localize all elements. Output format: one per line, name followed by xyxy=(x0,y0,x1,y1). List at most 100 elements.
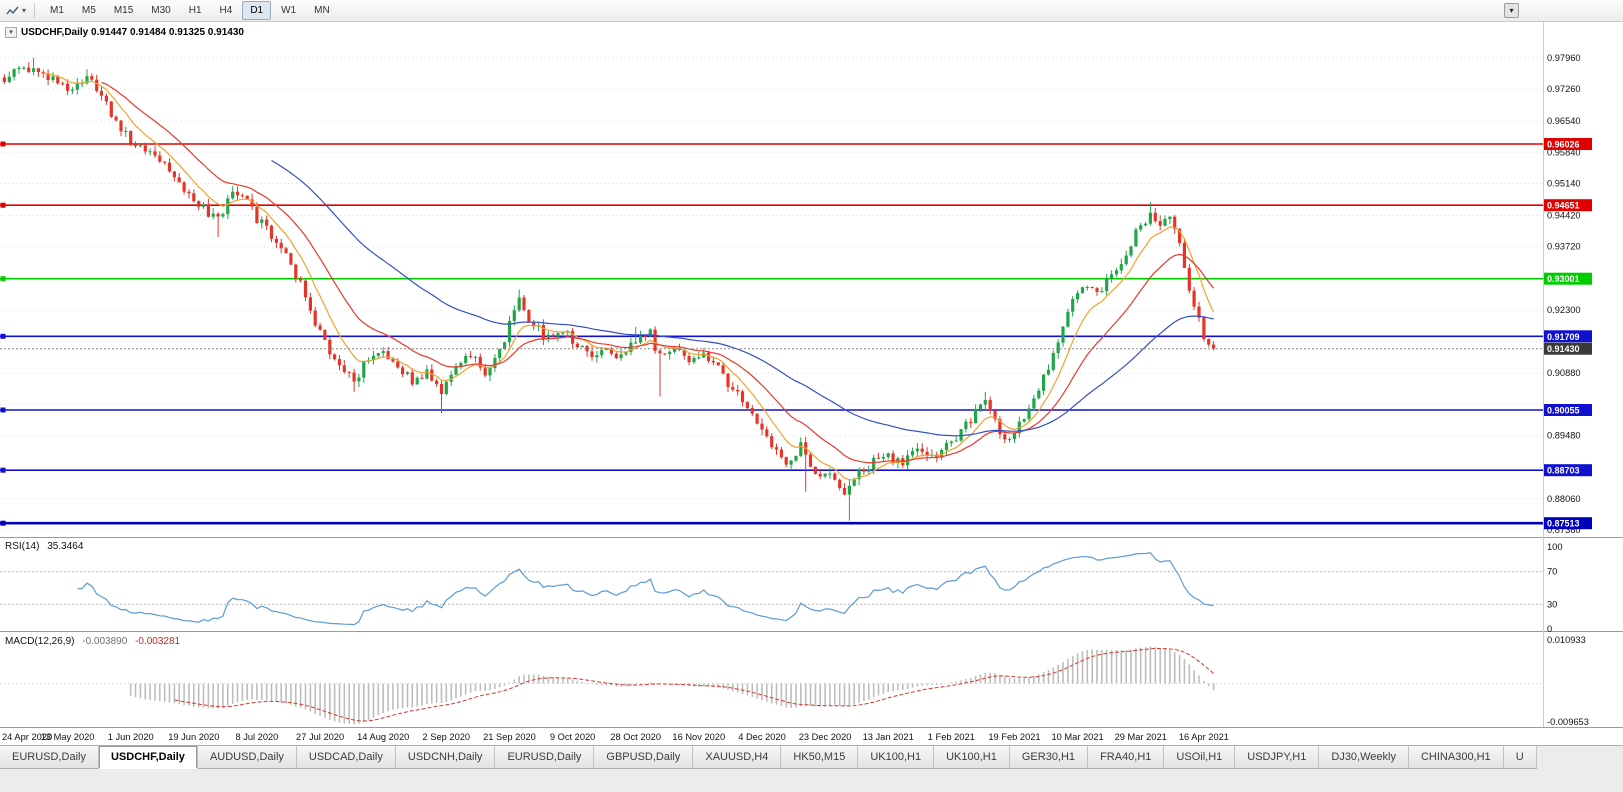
svg-text:0.87360: 0.87360 xyxy=(1547,525,1581,535)
svg-text:1 Jun 2020: 1 Jun 2020 xyxy=(108,732,154,742)
svg-text:0.89480: 0.89480 xyxy=(1547,431,1581,441)
chart-tab-eurusd-daily[interactable]: EURUSD,Daily xyxy=(495,746,595,769)
svg-text:19 Jun 2020: 19 Jun 2020 xyxy=(168,732,219,742)
svg-text:0.94420: 0.94420 xyxy=(1547,211,1581,221)
rsi-indicator-value: 35.3464 xyxy=(47,541,84,552)
svg-text:13 May 2020: 13 May 2020 xyxy=(41,732,95,742)
svg-text:0.94651: 0.94651 xyxy=(1547,201,1580,211)
macd-signal-value: -0.003281 xyxy=(135,636,181,647)
svg-text:100: 100 xyxy=(1547,542,1563,552)
chart-tab-usdcnh-daily[interactable]: USDCNH,Daily xyxy=(395,746,496,769)
svg-text:16 Apr 2021: 16 Apr 2021 xyxy=(1179,732,1229,742)
svg-text:19 Feb 2021: 19 Feb 2021 xyxy=(988,732,1040,742)
timeframe-buttons: M1 M5 M15 M30 H1 H4 D1 W1 MN xyxy=(41,1,339,20)
chart-tab-ger30-h1[interactable]: GER30,H1 xyxy=(1009,746,1089,769)
chart-tab-uk100-h1[interactable]: UK100,H1 xyxy=(934,746,1010,769)
svg-text:24 Apr 2020: 24 Apr 2020 xyxy=(2,732,52,742)
timeframe-button-h1[interactable]: H1 xyxy=(188,5,202,16)
macd-main-value: -0.003890 xyxy=(82,636,128,647)
chart-tab-dj30-weekly[interactable]: DJ30,Weekly xyxy=(1319,746,1409,769)
svg-text:0.90055: 0.90055 xyxy=(1547,406,1580,416)
timeframe-button-h4[interactable]: H4 xyxy=(219,5,233,16)
toolbar-separator xyxy=(34,3,36,18)
svg-text:0.97260: 0.97260 xyxy=(1547,84,1581,94)
svg-text:10 Mar 2021: 10 Mar 2021 xyxy=(1051,732,1103,742)
svg-text:70: 70 xyxy=(1547,567,1557,577)
timeframe-button-mn[interactable]: MN xyxy=(314,5,330,16)
svg-text:16 Nov 2020: 16 Nov 2020 xyxy=(672,732,725,742)
chart-tab-xauusd-h4[interactable]: XAUUSD,H4 xyxy=(693,746,782,769)
timeframe-button-w1[interactable]: W1 xyxy=(281,5,297,16)
rsi-panel xyxy=(0,552,1543,626)
chart-tab-usdcad-daily[interactable]: USDCAD,Daily xyxy=(296,746,396,769)
chart-tab-usoil-h1[interactable]: USOil,H1 xyxy=(1164,746,1236,769)
chart-tab-audusd-daily[interactable]: AUDUSD,Daily xyxy=(197,746,297,769)
svg-text:29 Mar 2021: 29 Mar 2021 xyxy=(1115,732,1167,742)
svg-text:4 Dec 2020: 4 Dec 2020 xyxy=(738,732,786,742)
svg-text:0: 0 xyxy=(1547,624,1552,634)
chart-tab-usdchf-daily[interactable]: USDCHF,Daily xyxy=(98,746,198,769)
timeframe-button-m1[interactable]: M1 xyxy=(50,5,64,16)
svg-text:23 Dec 2020: 23 Dec 2020 xyxy=(799,732,852,742)
toolbar: ▾ M1 M5 M15 M30 H1 H4 D1 W1 MN ▾ xyxy=(0,0,1623,22)
svg-text:30: 30 xyxy=(1547,599,1557,609)
svg-text:0.92300: 0.92300 xyxy=(1547,305,1581,315)
svg-text:-0.009653: -0.009653 xyxy=(1547,717,1589,727)
svg-text:2 Sep 2020: 2 Sep 2020 xyxy=(423,732,471,742)
chart-tab-gbpusd-daily[interactable]: GBPUSD,Daily xyxy=(594,746,694,769)
timeframe-button-d1[interactable]: D1 xyxy=(242,1,272,20)
svg-text:0.88703: 0.88703 xyxy=(1547,466,1580,476)
svg-text:21 Sep 2020: 21 Sep 2020 xyxy=(483,732,536,742)
svg-text:8 Jul 2020: 8 Jul 2020 xyxy=(235,732,278,742)
svg-text:0.95840: 0.95840 xyxy=(1547,147,1581,157)
chart-title-row: ▾ USDCHF,Daily 0.91447 0.91484 0.91325 0… xyxy=(5,27,244,38)
svg-text:0.96026: 0.96026 xyxy=(1547,140,1580,150)
price-axis[interactable]: 100 70 30 00.010933 -0.009653 0.97960 0.97260 0… xyxy=(1544,53,1592,727)
rsi-label-row: RSI(14) 35.3464 xyxy=(5,541,83,552)
svg-text:0.97960: 0.97960 xyxy=(1547,53,1581,63)
chart-title: USDCHF,Daily 0.91447 0.91484 0.91325 0.9… xyxy=(21,27,244,38)
svg-text:0.96540: 0.96540 xyxy=(1547,116,1581,126)
chart-tab-hk50-m15[interactable]: HK50,M15 xyxy=(781,746,859,769)
svg-text:0.91709: 0.91709 xyxy=(1547,332,1580,342)
chart-type-icon[interactable] xyxy=(4,2,21,20)
svg-text:0.010933: 0.010933 xyxy=(1547,635,1586,645)
svg-text:1 Feb 2021: 1 Feb 2021 xyxy=(928,732,975,742)
macd-label-row: MACD(12,26,9) -0.003890 -0.003281 xyxy=(5,636,180,647)
timeframe-button-m5[interactable]: M5 xyxy=(81,5,96,16)
panel-separators xyxy=(0,22,1623,728)
svg-text:9 Oct 2020: 9 Oct 2020 xyxy=(550,732,595,742)
chart-tab-china300-h1[interactable]: CHINA300,H1 xyxy=(1408,746,1504,769)
svg-text:0.90880: 0.90880 xyxy=(1547,368,1581,378)
macd-panel xyxy=(0,646,1543,725)
svg-text:0.87513: 0.87513 xyxy=(1547,519,1580,529)
price-grid xyxy=(0,57,1543,531)
timeframe-button-m15[interactable]: M15 xyxy=(113,5,134,16)
chart-tab-uk100-h1[interactable]: UK100,H1 xyxy=(858,746,935,769)
svg-text:13 Jan 2021: 13 Jan 2021 xyxy=(863,732,914,742)
svg-text:0.88060: 0.88060 xyxy=(1547,494,1581,504)
timeframe-button-m30[interactable]: M30 xyxy=(151,5,171,16)
svg-text:0.93001: 0.93001 xyxy=(1547,274,1580,284)
svg-text:0.93720: 0.93720 xyxy=(1547,242,1581,252)
candlestick-series xyxy=(2,57,1216,521)
chart-tab-fra40-h1[interactable]: FRA40,H1 xyxy=(1088,746,1165,769)
horizontal-level-lines[interactable] xyxy=(0,141,1543,526)
chart-tab-bar: EURUSD,Daily USDCHF,Daily AUDUSD,Daily USDC… xyxy=(0,745,1623,792)
chart-expand-icon[interactable]: ▾ xyxy=(5,27,17,38)
macd-indicator-name: MACD(12,26,9) xyxy=(5,636,75,647)
toolbar-overflow-button[interactable]: ▾ xyxy=(1504,3,1519,18)
svg-text:28 Oct 2020: 28 Oct 2020 xyxy=(610,732,661,742)
chart-type-dropdown-icon[interactable]: ▾ xyxy=(22,6,27,15)
chart-tab-usdjpy-h1[interactable]: USDJPY,H1 xyxy=(1235,746,1320,769)
moving-average-lines xyxy=(43,72,1215,481)
svg-text:0.95140: 0.95140 xyxy=(1547,178,1581,188)
chart-tab-u[interactable]: U xyxy=(1503,746,1537,769)
svg-text:14 Aug 2020: 14 Aug 2020 xyxy=(357,732,409,742)
rsi-indicator-name: RSI(14) xyxy=(5,541,40,552)
chart-tab-eurusd-daily[interactable]: EURUSD,Daily xyxy=(0,746,99,769)
svg-text:0.91430: 0.91430 xyxy=(1547,344,1580,354)
svg-text:27 Jul 2020: 27 Jul 2020 xyxy=(296,732,344,742)
